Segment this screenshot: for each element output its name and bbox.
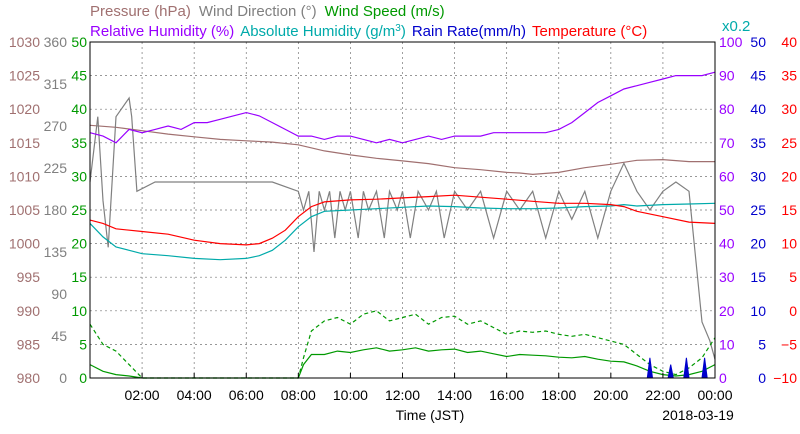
tick-pressure: 990 (17, 303, 41, 319)
tick-relative-humidity: 20 (719, 303, 735, 319)
tick-rain-rate: 15 (750, 269, 766, 285)
tick-relative-humidity: 70 (719, 135, 735, 151)
tick-rain-rate: 50 (750, 34, 766, 50)
x-tick-label: 10:00 (333, 387, 368, 403)
tick-pressure: 1015 (9, 135, 40, 151)
tick-relative-humidity: 10 (719, 336, 735, 352)
x-axis-title: Time (JST) (396, 407, 465, 423)
tick-pressure: 1030 (9, 34, 40, 50)
tick-rain-rate: 10 (750, 303, 766, 319)
tick-temperature: 0 (789, 303, 797, 319)
date-label: 2018-03-19 (662, 407, 734, 423)
x-tick-label: 12:00 (385, 387, 420, 403)
tick-temperature: 30 (781, 101, 797, 117)
x-tick-label: 02:00 (125, 387, 160, 403)
tick-temperature: 10 (781, 236, 797, 252)
tick-rain-rate: 40 (750, 101, 766, 117)
tick-rain-rate: 5 (758, 336, 766, 352)
tick-temperature: 5 (789, 269, 797, 285)
tick-rain-rate: 0 (758, 370, 766, 386)
x-tick-label: 00:00 (697, 387, 732, 403)
tick-rain-rate: 35 (750, 135, 766, 151)
legend-label: Temperature (°C) (532, 23, 647, 40)
tick-wind-speed: 5 (79, 336, 87, 352)
tick-rain-rate: 30 (750, 168, 766, 184)
tick-wind-speed: 0 (79, 370, 87, 386)
series-temperature-c (89, 194, 716, 246)
legend-label: Relative Humidity (%) (90, 23, 234, 40)
legend-label: Rain Rate(mm/h) (412, 23, 526, 40)
x-tick-label: 04:00 (177, 387, 212, 403)
series-wind-speed-gust-m-s (89, 310, 716, 379)
tick-temperature: 15 (781, 202, 797, 218)
tick-relative-humidity: 90 (719, 68, 735, 84)
tick-wind-speed: 50 (71, 34, 87, 50)
tick-wind-speed: 35 (71, 135, 87, 151)
tick-temperature: 25 (781, 135, 797, 151)
legend-label: Wind Speed (m/s) (325, 3, 445, 20)
tick-rain-rate: 45 (750, 68, 766, 84)
tick-wind-direction: 180 (44, 202, 68, 218)
tick-temperature: 35 (781, 68, 797, 84)
x-tick-label: 22:00 (645, 387, 680, 403)
tick-relative-humidity: 50 (719, 202, 735, 218)
tick-wind-direction: 270 (44, 118, 68, 134)
tick-rain-rate: 25 (750, 202, 766, 218)
tick-wind-direction: 0 (59, 370, 67, 386)
legend-scale-note: x0.2 (722, 18, 750, 35)
tick-temperature: −10 (773, 370, 797, 386)
tick-pressure: 1025 (9, 68, 40, 84)
tick-wind-speed: 40 (71, 101, 87, 117)
tick-wind-direction: 90 (51, 286, 67, 302)
tick-relative-humidity: 40 (719, 236, 735, 252)
tick-pressure: 985 (17, 336, 41, 352)
tick-wind-speed: 15 (71, 269, 87, 285)
tick-pressure: 1020 (9, 101, 40, 117)
tick-wind-speed: 30 (71, 168, 87, 184)
tick-temperature: −5 (781, 336, 797, 352)
x-tick-label: 06:00 (229, 387, 264, 403)
tick-wind-speed: 45 (71, 68, 87, 84)
tick-wind-direction: 225 (44, 160, 68, 176)
tick-wind-speed: 25 (71, 202, 87, 218)
series-absolute-humidity-g-m-x0-2 (89, 202, 716, 261)
tick-wind-speed: 20 (71, 236, 87, 252)
series-relative-humidity (89, 71, 716, 144)
series-pressure-hpa (89, 124, 715, 176)
tick-wind-direction: 45 (51, 328, 67, 344)
tick-relative-humidity: 30 (719, 269, 735, 285)
tick-relative-humidity: 0 (719, 370, 727, 386)
tick-relative-humidity: 100 (719, 34, 743, 50)
axes-layer: 1030102510201015101010051000995990985980… (9, 34, 797, 403)
legend-layer: Pressure (hPa) Wind Direction (°) Wind Spe… (90, 3, 750, 40)
x-tick-label: 20:00 (593, 387, 628, 403)
tick-temperature: 40 (781, 34, 797, 50)
tick-rain-rate: 20 (750, 236, 766, 252)
series-wind-direction (89, 96, 716, 360)
grid-layer (90, 42, 716, 378)
legend-label: Absolute Humidity (g/m3) (240, 23, 406, 41)
tick-wind-direction: 135 (44, 244, 68, 260)
x-tick-label: 18:00 (541, 387, 576, 403)
tick-wind-direction: 360 (44, 34, 68, 50)
x-tick-label: 14:00 (437, 387, 472, 403)
tick-temperature: 20 (781, 168, 797, 184)
tick-wind-direction: 315 (44, 76, 68, 92)
legend-label: Wind Direction (°) (199, 3, 317, 20)
x-tick-label: 08:00 (281, 387, 316, 403)
tick-pressure: 1005 (9, 202, 40, 218)
x-tick-label: 16:00 (489, 387, 524, 403)
tick-pressure: 1010 (9, 168, 40, 184)
tick-wind-speed: 10 (71, 303, 87, 319)
tick-relative-humidity: 60 (719, 168, 735, 184)
tick-relative-humidity: 80 (719, 101, 735, 117)
tick-pressure: 995 (17, 269, 41, 285)
tick-pressure: 1000 (9, 236, 40, 252)
tick-pressure: 980 (17, 370, 41, 386)
legend-label: Pressure (hPa) (90, 3, 191, 20)
